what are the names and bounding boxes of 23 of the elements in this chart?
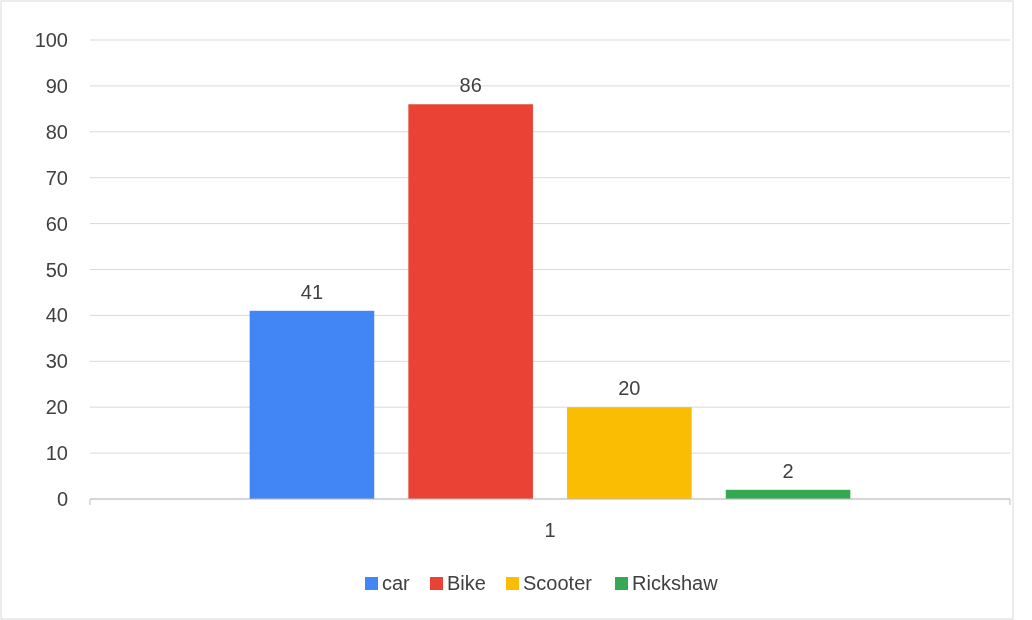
data-label: 2 [782, 459, 794, 482]
legend-label: Rickshaw [632, 572, 719, 594]
y-tick-label: 80 [45, 120, 68, 143]
bar [408, 104, 533, 499]
bar [249, 310, 375, 499]
y-tick-label: 0 [56, 488, 68, 510]
y-tick-label: 60 [45, 212, 68, 235]
y-tick-label: 40 [45, 304, 68, 327]
y-tick-label: 10 [45, 442, 68, 465]
y-tick-label: 100 [34, 29, 68, 51]
data-label: 20 [618, 377, 641, 400]
y-tick-label: 70 [45, 166, 68, 189]
y-tick-label: 90 [45, 74, 68, 97]
bar [567, 407, 692, 499]
legend-label: Scooter [523, 572, 593, 594]
data-label: 41 [300, 280, 324, 303]
legend-label: Bike [447, 572, 486, 594]
data-label: 86 [459, 74, 482, 97]
y-tick-label: 30 [45, 350, 68, 373]
x-tick-label: 1 [544, 519, 556, 541]
y-tick-label: 50 [45, 258, 68, 281]
legend-label: car [382, 572, 411, 594]
y-tick-label: 20 [45, 396, 68, 419]
